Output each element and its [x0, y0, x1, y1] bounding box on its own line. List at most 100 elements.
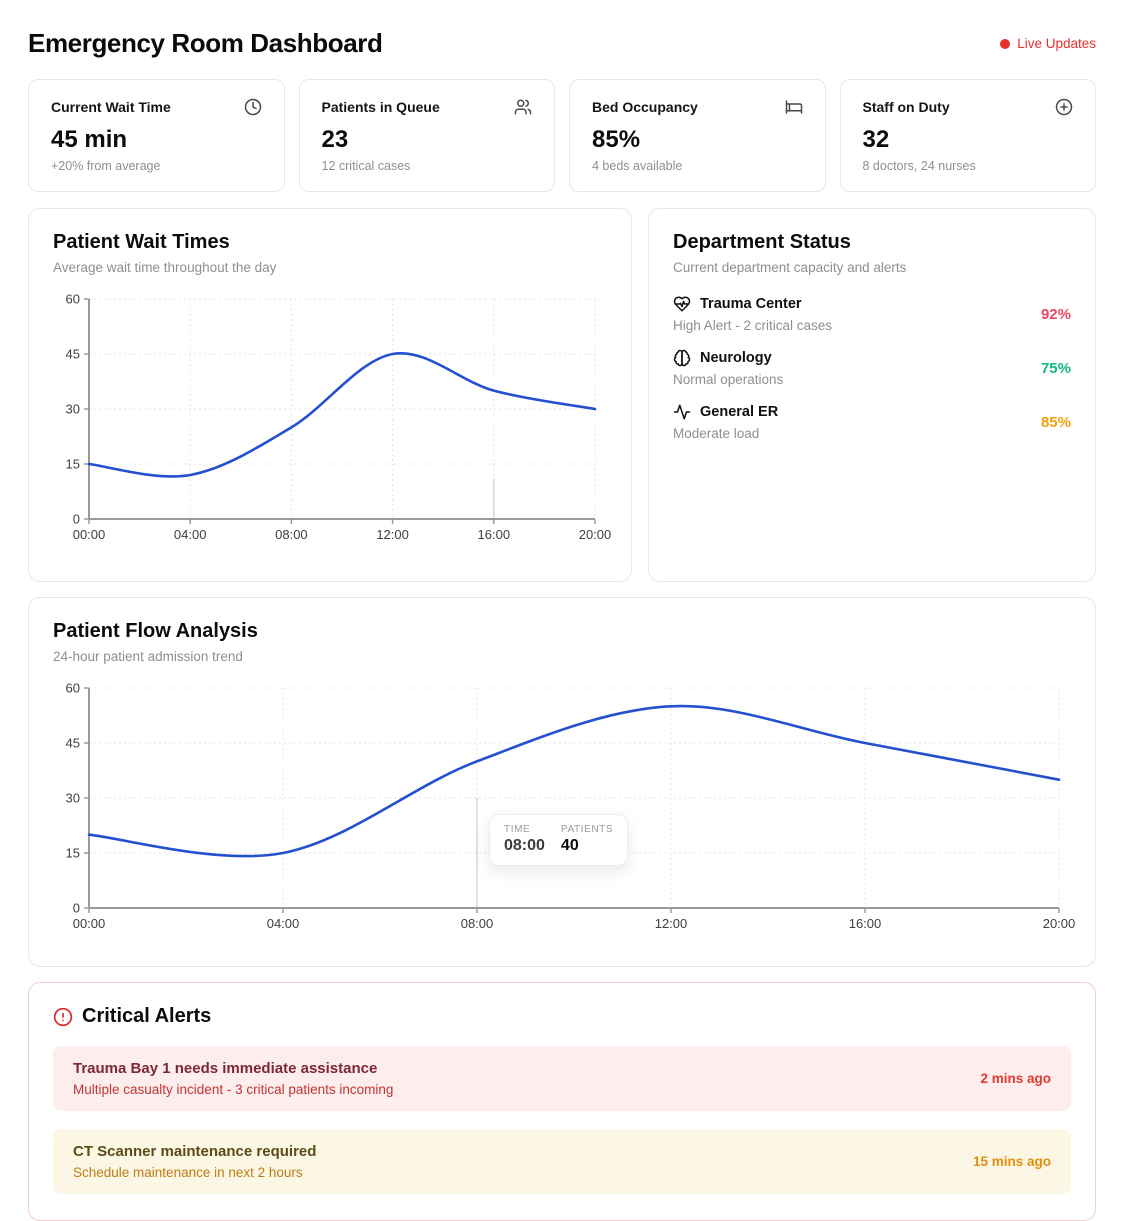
- live-updates-label: Live Updates: [1017, 36, 1096, 51]
- alert-text: CT Scanner maintenance required Schedule…: [73, 1143, 316, 1180]
- svg-text:45: 45: [66, 347, 80, 362]
- stat-value: 85%: [592, 126, 641, 153]
- users-icon: [514, 98, 532, 116]
- stat-card-header: Bed Occupancy: [592, 98, 803, 116]
- heart-pulse-icon: [673, 295, 691, 313]
- svg-text:20:00: 20:00: [579, 527, 612, 542]
- alert-item-ct-scanner: CT Scanner maintenance required Schedule…: [53, 1129, 1071, 1194]
- plus-circle-icon: [1055, 98, 1073, 116]
- wait-times-chart[interactable]: 0 15 30 45 60 00:00 04:00 08:00 12:00 16:00 20:00: [53, 289, 612, 547]
- dept-name: General ER: [700, 404, 779, 420]
- stat-card-header: Staff on Duty: [863, 98, 1074, 116]
- svg-text:04:00: 04:00: [267, 916, 300, 931]
- alert-timestamp: 15 mins ago: [972, 1154, 1051, 1169]
- stat-card-header: Patients in Queue: [322, 98, 533, 116]
- stat-card-patients-queue: Patients in Queue 23 12 critical cases: [298, 79, 555, 192]
- wait-times-subtitle: Average wait time throughout the day: [53, 260, 277, 275]
- patient-flow-title: Patient Flow Analysis: [53, 620, 258, 642]
- department-status-title: Department Status: [673, 231, 851, 253]
- svg-text:08:00: 08:00: [275, 527, 308, 542]
- stat-value: 23: [321, 126, 349, 153]
- dept-item-trauma-center: Trauma Center High Alert - 2 critical ca…: [673, 295, 1071, 333]
- live-dot-icon: [1000, 38, 1011, 49]
- stat-label: Current Wait Time: [51, 99, 171, 115]
- dept-status-text: Moderate load: [673, 426, 760, 441]
- tooltip-time-value: 08:00: [504, 837, 545, 854]
- dept-info: Neurology Normal operations: [673, 349, 783, 387]
- critical-alerts-title: Critical Alerts: [82, 1005, 212, 1027]
- dept-name-row: Trauma Center: [673, 295, 832, 313]
- alert-circle-icon: [53, 1007, 73, 1027]
- svg-text:60: 60: [66, 681, 80, 696]
- stat-subtext: 8 doctors, 24 nurses: [862, 159, 976, 173]
- svg-text:30: 30: [66, 791, 80, 806]
- header: Emergency Room Dashboard Live Updates: [28, 28, 1096, 59]
- stat-label: Staff on Duty: [862, 99, 950, 115]
- alert-text: Trauma Bay 1 needs immediate assistance …: [73, 1060, 393, 1097]
- stats-row: Current Wait Time 45 min +20% from avera…: [28, 79, 1096, 192]
- stat-card-staff-on-duty: Staff on Duty 32 8 doctors, 24 nurses: [839, 79, 1096, 192]
- dept-percentage: 92%: [1040, 305, 1071, 323]
- dept-percentage: 85%: [1040, 413, 1071, 431]
- svg-text:0: 0: [73, 901, 80, 916]
- dept-item-neurology: Neurology Normal operations 75%: [673, 349, 1071, 387]
- live-updates-badge: Live Updates: [1000, 36, 1096, 51]
- alert-detail: Multiple casualty incident - 3 critical …: [73, 1082, 394, 1097]
- stat-subtext: 4 beds available: [592, 159, 683, 173]
- dept-status-text: High Alert - 2 critical cases: [673, 318, 833, 333]
- tooltip-time-col: TIME 08:00: [504, 824, 545, 855]
- svg-text:16:00: 16:00: [478, 527, 511, 542]
- dept-name: Neurology: [700, 350, 772, 366]
- svg-text:15: 15: [66, 457, 80, 472]
- dept-name-row: Neurology: [673, 349, 783, 367]
- clock-icon: [244, 98, 262, 116]
- stat-subtext: 12 critical cases: [321, 159, 411, 173]
- svg-text:00:00: 00:00: [73, 527, 106, 542]
- critical-alerts-panel: Critical Alerts Trauma Bay 1 needs immed…: [28, 982, 1096, 1221]
- tooltip-patients-label: PATIENTS: [560, 824, 614, 835]
- wait-times-title: Patient Wait Times: [53, 231, 230, 253]
- critical-alerts-header: Critical Alerts: [53, 1005, 1071, 1028]
- wait-times-panel: Patient Wait Times Average wait time thr…: [28, 208, 632, 582]
- patient-flow-line-chart[interactable]: 0 15 30 45 60 00:00 04:00 08:00 12:00 16:00 20:00: [53, 678, 1076, 936]
- svg-text:16:00: 16:00: [849, 916, 882, 931]
- alert-timestamp: 2 mins ago: [980, 1071, 1051, 1086]
- svg-text:15: 15: [66, 846, 80, 861]
- svg-text:12:00: 12:00: [376, 527, 409, 542]
- svg-text:45: 45: [66, 736, 80, 751]
- alert-title: CT Scanner maintenance required: [73, 1143, 317, 1160]
- department-status-panel: Department Status Current department cap…: [648, 208, 1096, 582]
- stat-subtext: +20% from average: [51, 159, 161, 173]
- stat-value: 45 min: [51, 126, 128, 153]
- stat-card-header: Current Wait Time: [51, 98, 262, 116]
- tooltip-patients-col: PATIENTS 40: [561, 824, 613, 855]
- department-status-subtitle: Current department capacity and alerts: [673, 260, 907, 275]
- dept-info: Trauma Center High Alert - 2 critical ca…: [673, 295, 832, 333]
- alert-title: Trauma Bay 1 needs immediate assistance: [73, 1060, 378, 1077]
- tooltip-time-label: TIME: [504, 824, 531, 835]
- svg-text:20:00: 20:00: [1043, 916, 1076, 931]
- dept-status-text: Normal operations: [673, 372, 784, 387]
- stat-card-wait-time: Current Wait Time 45 min +20% from avera…: [28, 79, 285, 192]
- middle-row: Patient Wait Times Average wait time thr…: [28, 208, 1096, 582]
- bed-icon: [785, 98, 803, 116]
- stat-label: Bed Occupancy: [592, 99, 698, 115]
- patient-flow-chart[interactable]: 0 15 30 45 60 00:00 04:00 08:00 12:00 16:00 20:00 …: [53, 678, 1076, 936]
- svg-text:12:00: 12:00: [655, 916, 688, 931]
- svg-text:00:00: 00:00: [73, 916, 106, 931]
- svg-text:0: 0: [73, 512, 80, 527]
- stat-card-bed-occupancy: Bed Occupancy 85% 4 beds available: [569, 79, 826, 192]
- svg-text:60: 60: [66, 292, 80, 307]
- alert-item-trauma-bay: Trauma Bay 1 needs immediate assistance …: [53, 1046, 1071, 1111]
- dept-item-general-er: General ER Moderate load 85%: [673, 403, 1071, 441]
- chart-tooltip: TIME 08:00 PATIENTS 40: [489, 814, 629, 866]
- activity-icon: [673, 403, 691, 421]
- patient-flow-subtitle: 24-hour patient admission trend: [53, 649, 243, 664]
- tooltip-patients-value: 40: [560, 837, 579, 854]
- wait-times-line-chart[interactable]: 0 15 30 45 60 00:00 04:00 08:00 12:00 16:00 20:00: [53, 289, 612, 547]
- svg-text:04:00: 04:00: [174, 527, 207, 542]
- dept-percentage: 75%: [1040, 359, 1071, 377]
- page-title: Emergency Room Dashboard: [28, 28, 383, 58]
- patient-flow-panel: Patient Flow Analysis 24-hour patient ad…: [28, 597, 1096, 967]
